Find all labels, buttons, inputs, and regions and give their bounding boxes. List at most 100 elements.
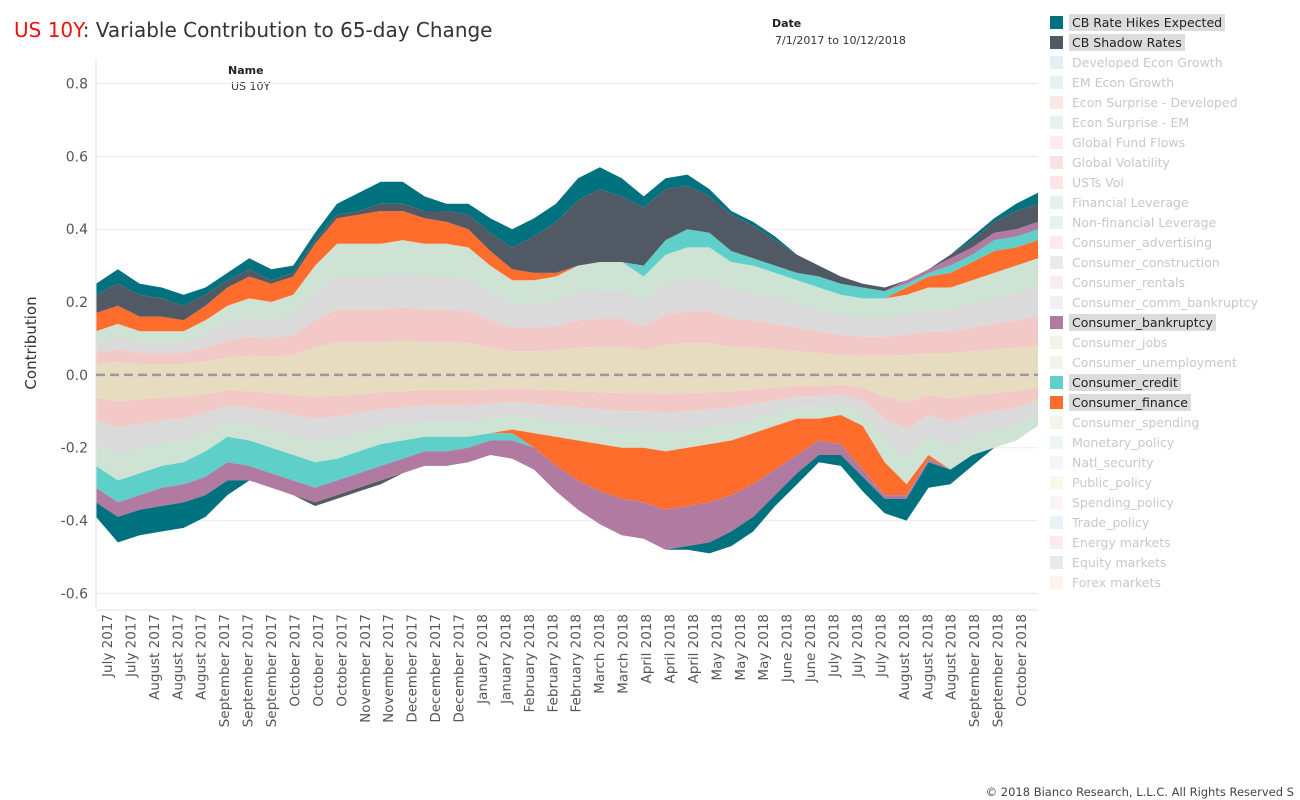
legend-item[interactable]: Consumer_spending [1050, 412, 1255, 432]
y-tick-label: -0.6 [61, 586, 88, 602]
legend-label: Financial Leverage [1072, 194, 1189, 210]
x-tick-label: September 2018 [967, 614, 983, 727]
legend-item[interactable]: Global Fund Flows [1050, 132, 1255, 152]
legend-swatch [1050, 295, 1063, 309]
legend-swatch [1050, 195, 1063, 209]
legend-item[interactable]: Spending_policy [1050, 492, 1255, 512]
x-tick-label: May 2018 [733, 614, 749, 681]
x-tick-label: August 2018 [897, 614, 913, 700]
x-tick-label: January 2018 [475, 614, 491, 705]
x-tick-label: June 2018 [803, 614, 819, 683]
y-tick-label: -0.4 [61, 514, 88, 530]
legend-item[interactable]: Consumer_finance [1050, 392, 1255, 412]
legend-label: Developed Econ Growth [1072, 54, 1223, 70]
legend-swatch [1050, 275, 1063, 289]
x-axis: July 2017 July 2017 August 2017 August 2017… [100, 614, 1030, 727]
legend-item[interactable]: Consumer_advertising [1050, 232, 1255, 252]
legend-label: Global Volatility [1072, 154, 1170, 170]
x-tick-label: January 2018 [498, 614, 514, 705]
legend-item[interactable]: Global Volatility [1050, 152, 1255, 172]
x-tick-label: September 2018 [991, 614, 1007, 727]
legend-label: Consumer_credit [1069, 373, 1181, 391]
x-tick-label: February 2018 [545, 614, 561, 712]
name-filter-label: Name [228, 64, 264, 77]
legend-item[interactable]: Financial Leverage [1050, 192, 1255, 212]
legend-item[interactable]: Equity markets [1050, 552, 1255, 572]
x-tick-label: August 2017 [147, 614, 163, 700]
legend-swatch [1050, 215, 1063, 229]
legend-label: Consumer_comm_bankruptcy [1072, 294, 1259, 310]
legend-swatch [1050, 355, 1063, 369]
legend-item[interactable]: Consumer_rentals [1050, 272, 1255, 292]
legend-swatch [1050, 515, 1063, 529]
legend-item[interactable]: Consumer_bankruptcy [1050, 312, 1255, 332]
legend-label: EM Econ Growth [1072, 74, 1175, 90]
legend-item[interactable]: Consumer_construction [1050, 252, 1255, 272]
copyright-footer: © 2018 Bianco Research, L.L.C. All Right… [985, 785, 1294, 799]
legend-swatch [1050, 455, 1063, 469]
y-tick-label: 0.8 [66, 76, 88, 92]
legend-label: Natl_security [1072, 454, 1154, 470]
legend-item[interactable]: Non-financial Leverage [1050, 212, 1255, 232]
legend-label: Consumer_bankruptcy [1069, 313, 1216, 331]
x-tick-label: August 2017 [194, 614, 210, 700]
x-tick-label: November 2017 [381, 614, 397, 723]
legend-label: Non-financial Leverage [1072, 214, 1217, 230]
legend-item[interactable]: Trade_policy [1050, 512, 1255, 532]
x-tick-label: August 2018 [920, 614, 936, 700]
x-tick-label: December 2017 [452, 614, 468, 723]
legend-swatch [1050, 115, 1063, 129]
legend-item[interactable]: Public_policy [1050, 472, 1255, 492]
legend-swatch [1050, 235, 1063, 249]
legend-item[interactable]: CB Shadow Rates [1050, 32, 1255, 52]
legend-label: Consumer_advertising [1072, 234, 1213, 250]
area-cb-shadow-rates-values [96, 185, 1038, 321]
legend-swatch [1050, 395, 1063, 409]
legend-item[interactable]: Consumer_comm_bankruptcy [1050, 292, 1258, 312]
legend-label: Monetary_policy [1072, 434, 1175, 450]
x-tick-label: August 2017 [170, 614, 186, 700]
area-consumer-bankruptcy-neg [96, 425, 1038, 550]
x-tick-label: October 2017 [334, 614, 350, 707]
area-other-neg-1 [96, 384, 1038, 430]
legend-item[interactable]: Econ Surprise - Developed [1050, 92, 1255, 112]
stacked-area-chart: 0.80.60.40.20.0-0.2-0.4-0.6 July 2017 Jul… [22, 58, 1038, 727]
legend-swatch [1050, 575, 1063, 589]
name-filter-box[interactable] [227, 78, 382, 95]
legend-label: CB Shadow Rates [1069, 33, 1185, 51]
legend-item[interactable]: Natl_security [1050, 452, 1255, 472]
x-tick-label: July 2018 [873, 614, 889, 678]
legend-item[interactable]: Consumer_unemployment [1050, 352, 1255, 372]
legend: CB Rate Hikes Expected CB Shadow Rates Dev… [1050, 12, 1258, 592]
x-tick-label: October 2017 [288, 614, 304, 707]
legend-item[interactable]: USTs Vol [1050, 172, 1255, 192]
legend-item[interactable]: EM Econ Growth [1050, 72, 1255, 92]
x-tick-label: August 2018 [944, 614, 960, 700]
legend-item[interactable]: Consumer_credit [1050, 372, 1255, 392]
x-tick-label: April 2018 [686, 614, 702, 684]
legend-item[interactable]: CB Rate Hikes Expected [1050, 12, 1255, 32]
legend-item[interactable]: Developed Econ Growth [1050, 52, 1255, 72]
series-areas [96, 167, 1038, 554]
legend-item[interactable]: Energy markets [1050, 532, 1255, 552]
legend-label: USTs Vol [1072, 174, 1124, 190]
area-other-neg-0 [96, 374, 1038, 403]
legend-swatch [1050, 375, 1063, 389]
legend-label: Consumer_jobs [1072, 334, 1168, 350]
legend-item[interactable]: Monetary_policy [1050, 432, 1255, 452]
x-tick-label: September 2017 [264, 614, 280, 727]
legend-label: Econ Surprise - Developed [1072, 94, 1238, 110]
date-filter-value[interactable]: 7/1/2017 to 10/12/2018 [775, 34, 906, 47]
legend-label: Consumer_construction [1072, 254, 1220, 270]
legend-item[interactable]: Consumer_jobs [1050, 332, 1255, 352]
x-tick-label: April 2018 [639, 614, 655, 684]
x-tick-label: May 2018 [756, 614, 772, 681]
area-other-values-1 [96, 307, 1038, 364]
area-other-neg-3 [96, 404, 1038, 485]
legend-item[interactable]: Econ Surprise - EM [1050, 112, 1255, 132]
legend-item[interactable]: Forex markets [1050, 572, 1255, 592]
title-rest: : Variable Contribution to 65-day Change [82, 18, 493, 42]
legend-swatch [1050, 75, 1063, 89]
legend-swatch [1050, 315, 1063, 329]
area-consumer-credit-neg [96, 425, 1038, 510]
